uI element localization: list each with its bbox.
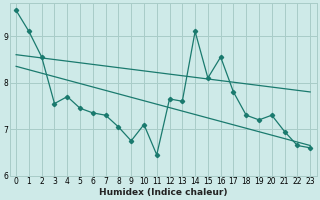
X-axis label: Humidex (Indice chaleur): Humidex (Indice chaleur) — [99, 188, 228, 197]
